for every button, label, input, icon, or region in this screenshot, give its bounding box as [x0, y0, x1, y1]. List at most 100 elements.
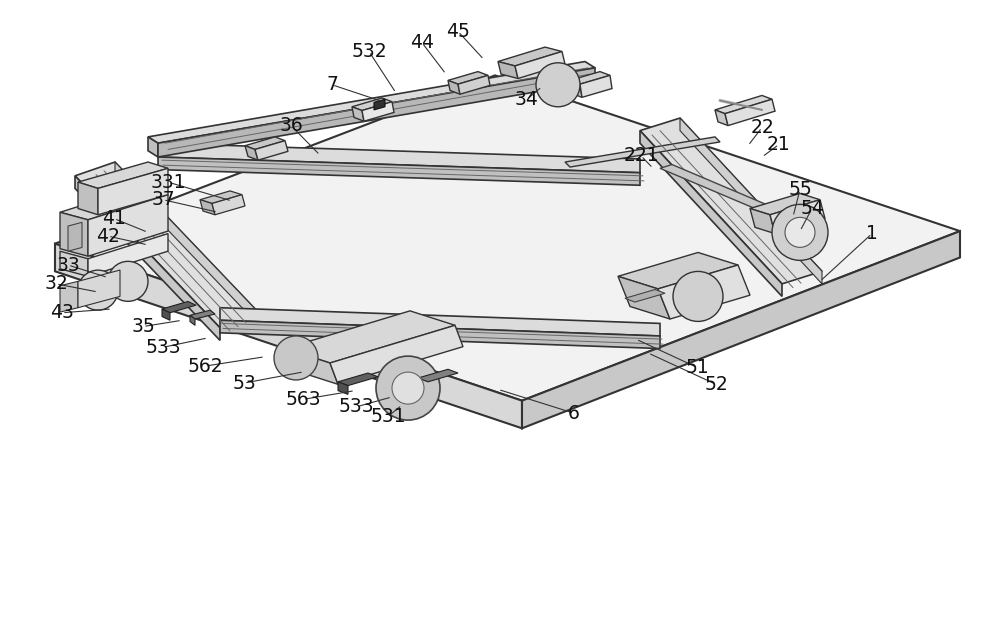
Polygon shape — [625, 290, 665, 302]
Text: 533: 533 — [145, 338, 181, 357]
Text: 562: 562 — [187, 357, 223, 376]
Text: 6: 6 — [568, 404, 580, 423]
Polygon shape — [770, 200, 825, 234]
Polygon shape — [658, 265, 750, 319]
Polygon shape — [352, 107, 364, 121]
Polygon shape — [190, 315, 195, 325]
Text: 1: 1 — [866, 224, 878, 243]
Polygon shape — [715, 110, 728, 126]
Polygon shape — [245, 137, 285, 149]
Text: 51: 51 — [685, 358, 709, 377]
Polygon shape — [255, 141, 288, 160]
Polygon shape — [75, 162, 260, 328]
Polygon shape — [618, 276, 670, 319]
Polygon shape — [220, 308, 660, 336]
Polygon shape — [190, 310, 215, 319]
Circle shape — [392, 372, 424, 404]
Circle shape — [536, 63, 580, 107]
Polygon shape — [148, 137, 158, 157]
Polygon shape — [158, 68, 595, 157]
Polygon shape — [200, 191, 242, 203]
Text: 55: 55 — [788, 180, 812, 199]
Polygon shape — [148, 62, 595, 143]
Polygon shape — [88, 234, 168, 276]
Polygon shape — [680, 118, 822, 284]
Polygon shape — [162, 309, 170, 320]
Circle shape — [673, 271, 723, 322]
Text: 35: 35 — [131, 317, 155, 336]
Circle shape — [772, 204, 828, 261]
Polygon shape — [448, 80, 460, 94]
Polygon shape — [162, 301, 196, 313]
Polygon shape — [458, 75, 490, 94]
Polygon shape — [448, 72, 488, 84]
Polygon shape — [750, 208, 775, 234]
Text: 563: 563 — [285, 390, 321, 409]
Polygon shape — [220, 320, 660, 349]
Text: 43: 43 — [50, 303, 74, 322]
Text: 52: 52 — [704, 375, 728, 394]
Polygon shape — [362, 102, 394, 121]
Polygon shape — [640, 131, 782, 296]
Text: 36: 36 — [279, 116, 303, 135]
Polygon shape — [55, 75, 960, 401]
Polygon shape — [522, 231, 960, 428]
Polygon shape — [498, 62, 518, 78]
Polygon shape — [338, 382, 348, 394]
Polygon shape — [565, 137, 720, 167]
Polygon shape — [68, 222, 82, 251]
Polygon shape — [88, 195, 168, 256]
Circle shape — [108, 261, 148, 301]
Text: 21: 21 — [767, 135, 791, 154]
Polygon shape — [98, 168, 168, 215]
Polygon shape — [60, 187, 168, 220]
Polygon shape — [418, 369, 458, 382]
Polygon shape — [330, 325, 463, 384]
Polygon shape — [570, 72, 610, 84]
Polygon shape — [60, 212, 88, 256]
Polygon shape — [115, 162, 260, 327]
Polygon shape — [78, 270, 120, 308]
Text: 42: 42 — [96, 227, 120, 246]
Polygon shape — [285, 311, 455, 363]
Text: 33: 33 — [56, 256, 80, 274]
Polygon shape — [212, 195, 245, 215]
Text: 34: 34 — [515, 90, 539, 109]
Polygon shape — [640, 118, 822, 284]
Polygon shape — [580, 75, 612, 97]
Polygon shape — [158, 157, 640, 185]
Polygon shape — [78, 162, 168, 188]
Polygon shape — [60, 281, 78, 312]
Polygon shape — [750, 193, 820, 215]
Polygon shape — [660, 165, 795, 220]
Text: 7: 7 — [326, 75, 338, 94]
Polygon shape — [498, 47, 562, 66]
Text: 22: 22 — [750, 118, 774, 137]
Text: 44: 44 — [410, 33, 434, 52]
Polygon shape — [285, 349, 338, 384]
Polygon shape — [245, 146, 258, 160]
Polygon shape — [338, 373, 378, 386]
Text: 41: 41 — [102, 209, 126, 228]
Text: 37: 37 — [151, 190, 175, 209]
Text: 331: 331 — [150, 173, 186, 192]
Text: 53: 53 — [232, 374, 256, 392]
Text: 32: 32 — [44, 274, 68, 293]
Text: 45: 45 — [446, 22, 470, 41]
Polygon shape — [60, 251, 88, 276]
Polygon shape — [374, 99, 385, 110]
Polygon shape — [570, 80, 582, 97]
Polygon shape — [158, 143, 640, 173]
Polygon shape — [618, 252, 738, 289]
Text: 531: 531 — [370, 407, 406, 426]
Polygon shape — [725, 99, 775, 126]
Circle shape — [274, 336, 318, 380]
Text: 533: 533 — [338, 398, 374, 416]
Polygon shape — [75, 176, 220, 340]
Text: 54: 54 — [800, 199, 824, 218]
Polygon shape — [715, 95, 772, 114]
Text: 221: 221 — [623, 146, 659, 165]
Polygon shape — [55, 244, 522, 428]
Polygon shape — [200, 200, 215, 215]
Circle shape — [785, 217, 815, 247]
